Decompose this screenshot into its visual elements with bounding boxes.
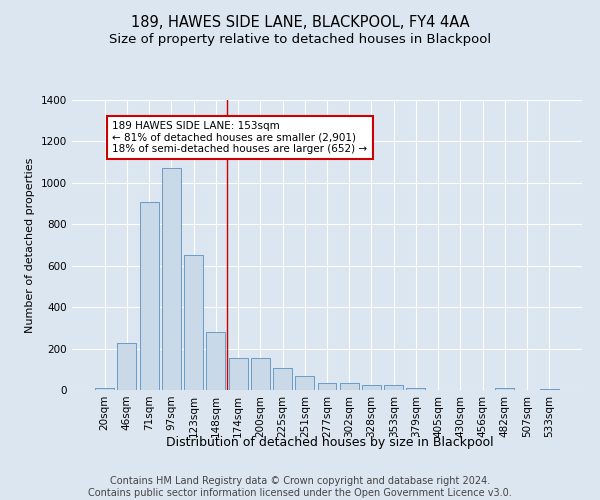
Bar (317, 383, 337, 390)
Bar (496, 388, 514, 390)
Bar (229, 358, 248, 390)
Bar (162, 168, 181, 390)
Y-axis label: Number of detached properties: Number of detached properties (25, 158, 35, 332)
Bar (273, 368, 292, 390)
Bar (295, 376, 314, 390)
Bar (140, 202, 158, 390)
Bar (384, 385, 403, 390)
Bar (251, 358, 270, 390)
Text: Distribution of detached houses by size in Blackpool: Distribution of detached houses by size … (166, 436, 494, 449)
Bar (206, 332, 225, 390)
Text: 189, HAWES SIDE LANE, BLACKPOOL, FY4 4AA: 189, HAWES SIDE LANE, BLACKPOOL, FY4 4AA (131, 15, 469, 30)
Bar (362, 385, 381, 390)
Text: Contains HM Land Registry data © Crown copyright and database right 2024.
Contai: Contains HM Land Registry data © Crown c… (88, 476, 512, 498)
Text: 189 HAWES SIDE LANE: 153sqm
← 81% of detached houses are smaller (2,901)
18% of : 189 HAWES SIDE LANE: 153sqm ← 81% of det… (112, 120, 368, 154)
Bar (540, 389, 559, 390)
Bar (340, 383, 359, 390)
Bar (184, 256, 203, 390)
Text: Size of property relative to detached houses in Blackpool: Size of property relative to detached ho… (109, 32, 491, 46)
Bar (95, 388, 114, 390)
Bar (406, 388, 425, 390)
Bar (118, 344, 136, 390)
